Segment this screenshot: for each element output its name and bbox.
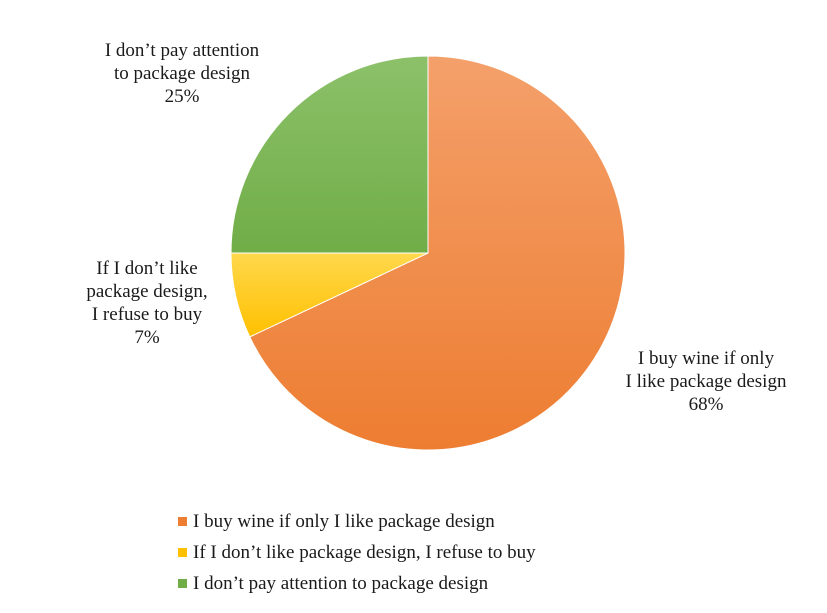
slice-label-line: I refuse to buy — [91, 304, 203, 325]
legend-swatch — [178, 548, 187, 557]
legend-label: I buy wine if only I like package design — [193, 511, 495, 532]
slice-value-label: 68% — [688, 394, 724, 415]
pie-slices — [230, 55, 626, 451]
chart-legend: I buy wine if only I like package design… — [178, 506, 536, 599]
slice-label-line: I don’t pay attention — [104, 40, 260, 61]
slice-label-no-attention: I don’t pay attention to package design … — [82, 39, 282, 108]
legend-item-refuse-to-buy: If I don’t like package design, I refuse… — [178, 537, 536, 568]
slice-value-label: 7% — [134, 327, 160, 348]
slice-label-line: package design, — [86, 281, 208, 302]
slice-value-label: 25% — [164, 86, 200, 107]
slice-label-line: to package design — [113, 63, 251, 84]
legend-item-no-attention: I don’t pay attention to package design — [178, 568, 536, 599]
legend-swatch — [178, 579, 187, 588]
slice-label-line: If I don’t like — [96, 258, 198, 279]
legend-label: If I don’t like package design, I refuse… — [193, 542, 536, 563]
legend-swatch — [178, 517, 187, 526]
pie-slice-no-attention — [230, 55, 429, 254]
slice-label-buy-if-like: I buy wine if only I like package design… — [611, 347, 801, 416]
slice-label-refuse-to-buy: If I don’t like package design, I refuse… — [72, 257, 222, 349]
legend-label: I don’t pay attention to package design — [193, 573, 489, 594]
slice-label-line: I buy wine if only — [637, 348, 775, 369]
legend-item-buy-if-like: I buy wine if only I like package design — [178, 506, 536, 537]
pie-slice-buy-if-like — [249, 55, 626, 451]
slice-label-line: I like package design — [625, 371, 787, 392]
